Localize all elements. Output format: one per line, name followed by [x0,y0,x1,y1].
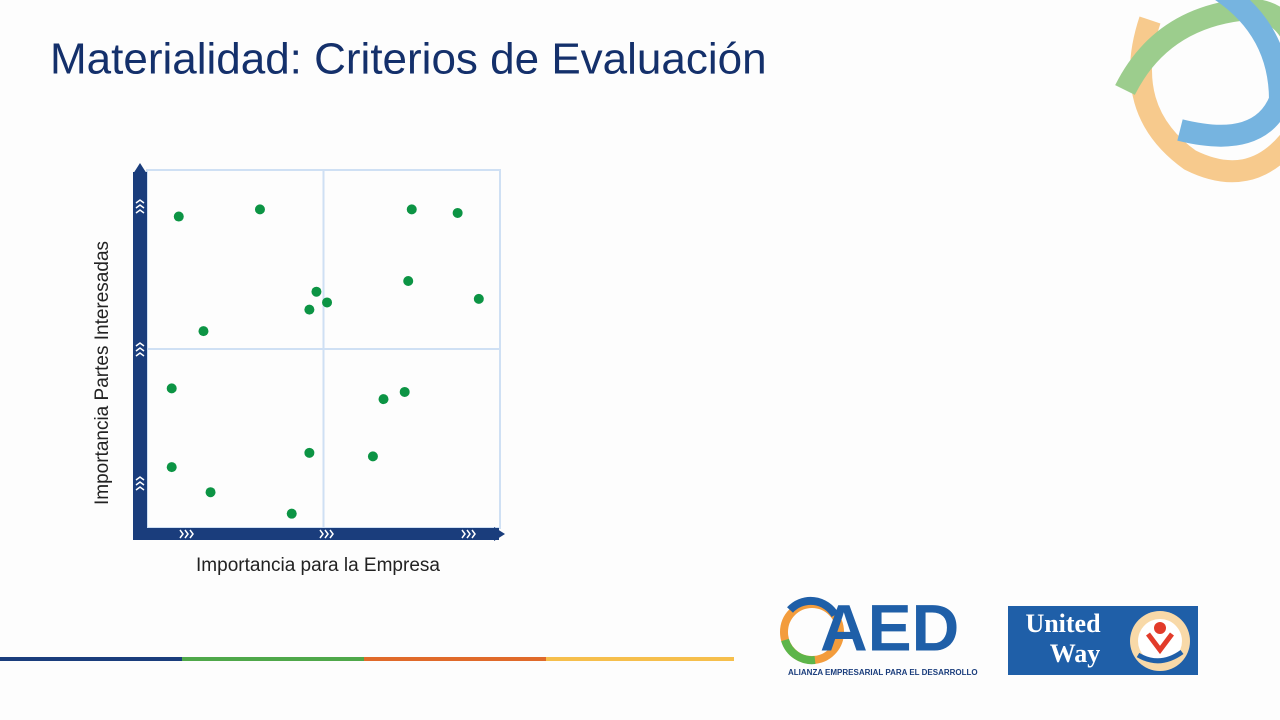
point [367,451,378,462]
point [166,383,177,394]
decoration [1115,0,1280,183]
united-way-logo: United Way [1008,606,1198,675]
point [378,394,389,405]
slide-title: Materialidad: Criterios de Evaluación [50,35,767,84]
aed-logo: AED ALIANZA EMPRESARIAL PARA EL DESARROL… [780,590,978,677]
point [198,326,209,337]
point [452,207,463,218]
point [254,204,265,215]
point [205,487,216,498]
axes [133,163,505,541]
point [286,508,297,519]
point [166,462,177,473]
color-bar [0,657,734,661]
point [473,293,484,304]
point [403,275,414,286]
united-way-text: Way [1050,639,1101,668]
point [399,386,410,397]
points [166,204,484,519]
chevrons [135,199,476,539]
point [322,297,333,308]
aed-subtitle: ALIANZA EMPRESARIAL PARA EL DESARROLLO [788,668,978,677]
point [406,204,417,215]
aed-text: AED [820,590,959,664]
point [304,304,315,315]
x-axis-label: Importancia para la Empresa [196,555,440,576]
quadrant-lines [147,170,500,528]
united-way-text: United [1025,609,1101,638]
y-axis-label: Importancia Partes Interesadas [92,241,113,505]
point [304,447,315,458]
point [173,211,184,222]
point [311,286,322,297]
